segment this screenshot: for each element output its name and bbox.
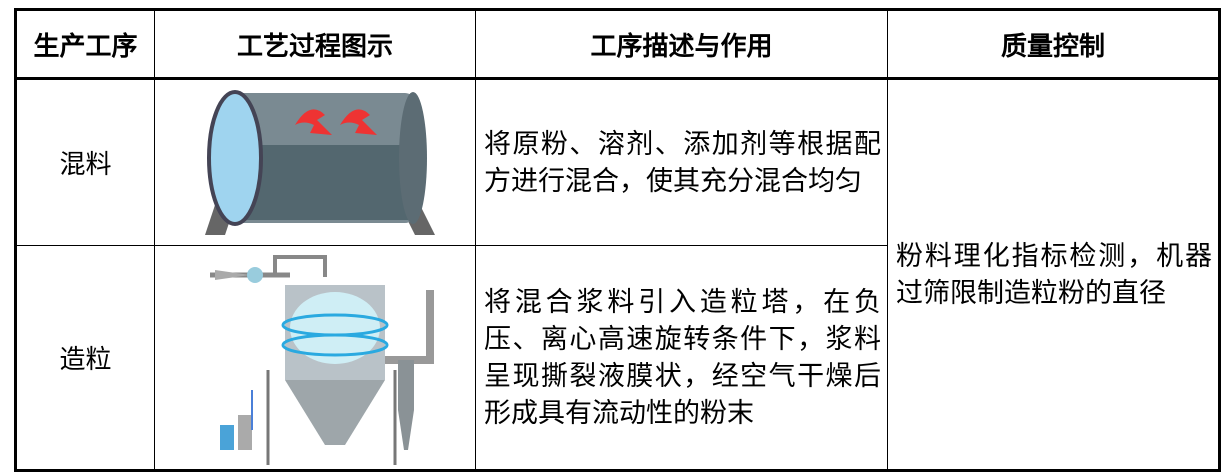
- description-cell: 将混合浆料引入造粒塔，在负压、离心高速旋转条件下，浆料呈现撕裂液膜状，经空气干燥…: [475, 245, 888, 471]
- pipe: [273, 255, 327, 277]
- valve: [247, 267, 263, 283]
- drum-end: [207, 90, 263, 226]
- fan: [215, 270, 250, 280]
- image-cell: [154, 78, 476, 246]
- row: 造粒 将混合浆料引入造粒塔，在负压、离: [15, 245, 1220, 471]
- drum-end: [399, 92, 427, 224]
- arrow: [295, 109, 332, 135]
- tank: [238, 415, 252, 450]
- spray: [290, 292, 380, 364]
- cone: [285, 380, 385, 445]
- header-cell: 质量控制: [887, 9, 1220, 80]
- description-cell: 将原粉、溶剂、添加剂等根据配方进行混合，使其充分混合均匀: [475, 78, 888, 246]
- row: 混料 将原粉、溶剂、添加剂等根据配方进行混合，使其充分混合均匀 粉料理化指标检测…: [15, 78, 1220, 471]
- header-cell: 工序描述与作用: [475, 9, 888, 80]
- header-cell: 工艺过程图示: [154, 9, 476, 80]
- header-cell: 生产工序: [15, 9, 155, 80]
- step-cell: 混料: [15, 78, 155, 246]
- granulator-illustration: [210, 255, 434, 465]
- header-row: 生产工序 工艺过程图示 工序描述与作用 质量控制: [15, 9, 1220, 80]
- cyclone: [398, 410, 414, 450]
- duct: [385, 290, 434, 364]
- quality-cell: 粉料理化指标检测，机器过筛限制造粒粉的直径: [887, 78, 1220, 471]
- cyclone: [398, 360, 414, 410]
- image-cell: [154, 245, 476, 471]
- arrow: [340, 109, 377, 135]
- mixer-illustration: [205, 90, 435, 235]
- ring: [281, 333, 389, 357]
- tank: [220, 425, 234, 450]
- powder: [235, 145, 410, 220]
- step-cell: 造粒: [15, 245, 155, 471]
- process-table: 生产工序 工艺过程图示 工序描述与作用 质量控制 混料 将原粉、溶剂、添加剂等根…: [14, 8, 1221, 472]
